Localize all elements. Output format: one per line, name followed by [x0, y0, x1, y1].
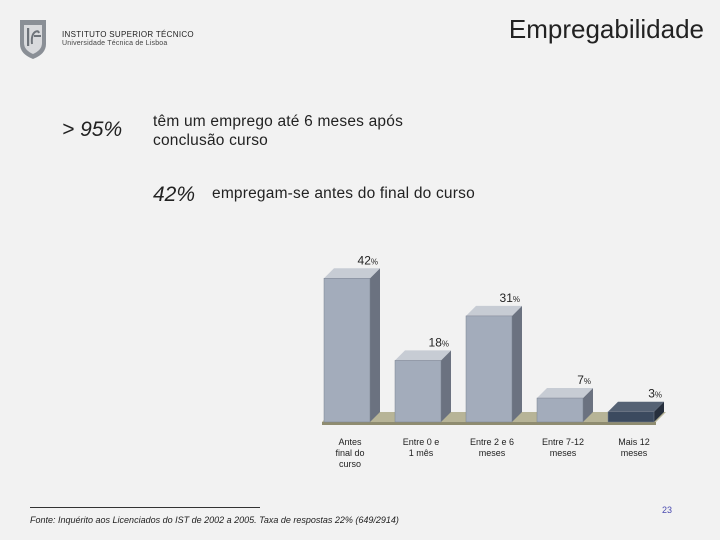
chart-bar-top	[324, 268, 380, 279]
chart-bar-front	[607, 411, 655, 423]
chart-bar-side	[370, 268, 380, 422]
chart-category-label: Antes final do curso	[335, 437, 364, 469]
stat-text-before-end: empregam-se antes do final do curso	[212, 185, 475, 202]
footer-divider	[30, 507, 260, 508]
chart-bar-top	[466, 305, 522, 316]
stat-text-line: têm um emprego até 6 meses após	[153, 113, 404, 130]
stat-text-line: conclusão curso	[153, 132, 269, 149]
chart-bar	[323, 268, 380, 423]
slide-title: Empregabilidade	[508, 14, 704, 44]
chart-category-label: Entre 2 e 6 meses	[470, 437, 514, 458]
chart-bar	[465, 305, 522, 423]
chart-value-label: 42%	[358, 253, 378, 267]
chart-floor-edge	[322, 422, 656, 425]
chart-bar-side	[512, 305, 522, 422]
page-number: 23	[661, 505, 672, 515]
chart-bar-front	[394, 360, 442, 423]
chart-value-label: 18%	[429, 335, 449, 349]
chart-bar	[536, 388, 593, 423]
chart-bar-side	[654, 401, 664, 422]
chart-bar-top	[395, 350, 451, 361]
stat-value-before-end: 42%	[153, 183, 196, 206]
chart-bar-front	[465, 315, 513, 423]
chart-value-label: 31%	[500, 291, 520, 305]
chart-category-label: Mais 12 meses	[618, 437, 650, 458]
chart-value-label: 7%	[577, 373, 591, 387]
chart-value-label: 3%	[648, 387, 662, 401]
source-note: Fonte: Inquérito aos Licenciados do IST …	[30, 515, 399, 525]
chart-bar-side	[583, 388, 593, 422]
chart-bar-front	[536, 397, 584, 423]
chart-bar-top	[608, 401, 664, 412]
stat-text-employed: têm um emprego até 6 meses após conclusã…	[153, 112, 403, 150]
chart-bar-side	[441, 350, 451, 422]
chart-bar-front	[323, 278, 371, 423]
chart-category-label: Entre 7-12 meses	[542, 437, 584, 458]
chart-bar	[607, 401, 664, 423]
ist-logo	[20, 20, 46, 59]
chart-bar	[394, 350, 451, 423]
institution-name: INSTITUTO SUPERIOR TÉCNICO	[62, 30, 194, 39]
university-name: Universidade Técnica de Lisboa	[62, 40, 168, 47]
employment-timing-bar-chart: 42% 18% 31% 7% 3% Antes final do curso Entre 0 …	[322, 253, 666, 469]
chart-bar-top	[537, 388, 593, 399]
stat-value-employed: > 95%	[62, 118, 123, 141]
